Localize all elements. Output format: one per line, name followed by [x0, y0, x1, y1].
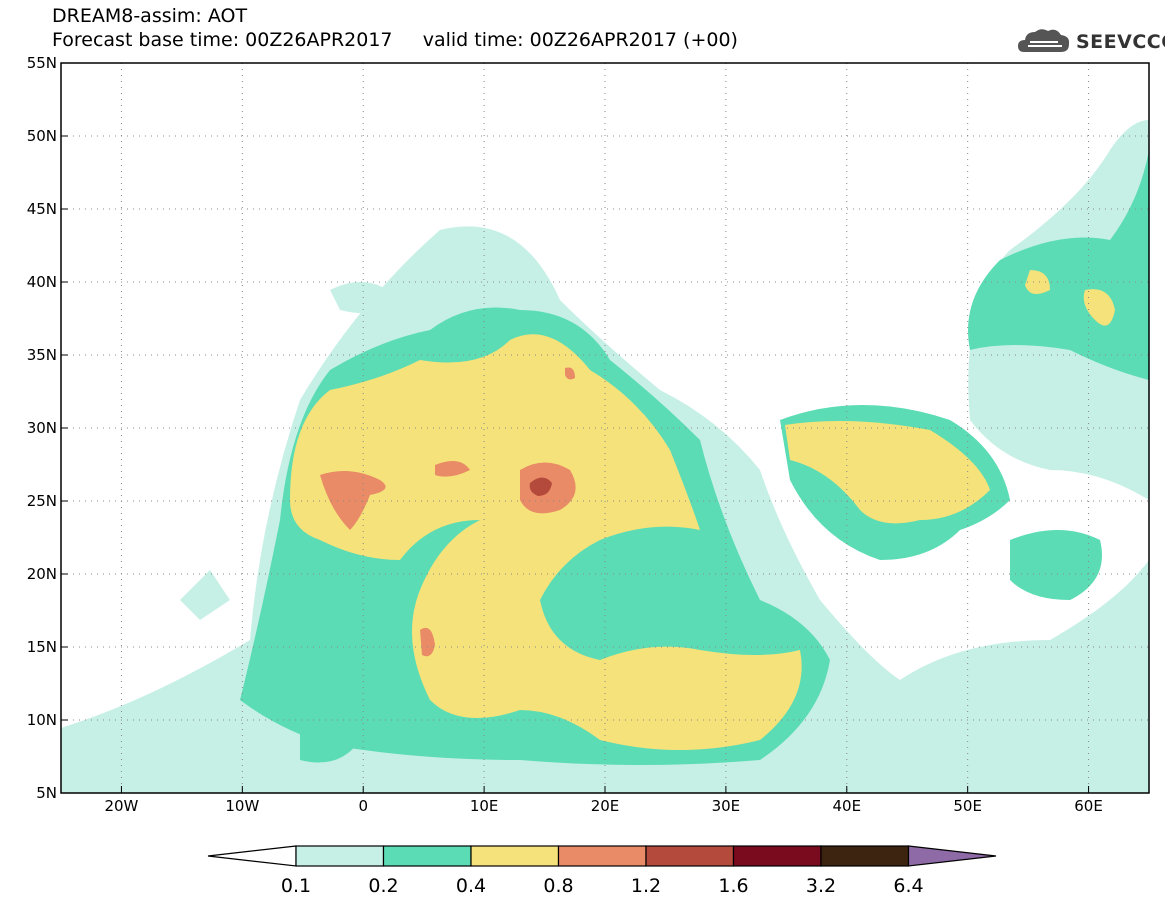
colorbar-level-label: 3.2 [806, 875, 836, 897]
lat-label: 20N [27, 565, 57, 583]
lon-label: 10W [225, 797, 259, 815]
lon-label: 20W [104, 797, 138, 815]
colorbar-level-label: 0.2 [368, 875, 398, 897]
lon-label: 0 [358, 797, 368, 815]
colorbar-level-label: 1.2 [631, 875, 661, 897]
colorbar-swatch [732, 845, 822, 867]
aot-contours [61, 120, 1149, 793]
lon-label: 50E [953, 797, 982, 815]
colorbar-swatch [382, 845, 472, 867]
colorbar-swatch [820, 845, 910, 867]
colorbar-level-label: 0.1 [281, 875, 311, 897]
colorbar-under-arrow [207, 845, 297, 867]
lon-label: 20E [591, 797, 620, 815]
colorbar-swatch [295, 845, 385, 867]
lon-label: 40E [832, 797, 861, 815]
colorbar-level-label: 1.6 [718, 875, 748, 897]
colorbar-swatch [470, 845, 560, 867]
logo-text: SEEVCCC [1076, 31, 1165, 53]
longitude-labels: 20W 10W 0 10E 20E 30E 40E 50E 60E [104, 786, 1103, 815]
lon-label: 30E [712, 797, 741, 815]
lon-label: 10E [470, 797, 499, 815]
latitude-labels: 55N 50N 45N 40N 35N 30N 25N 20N 15N 10N 5N [27, 54, 68, 802]
cloud-logo-icon [1018, 29, 1070, 52]
colorbar-level-label: 0.8 [543, 875, 573, 897]
colorbar-swatch [645, 845, 735, 867]
lat-label: 25N [27, 492, 57, 510]
aot-band-0.4-0.8 [290, 270, 1115, 750]
graticule [61, 63, 1149, 793]
lat-label: 55N [27, 54, 57, 72]
aot-band-0.8-1.2 [320, 367, 576, 657]
colorbar: 0.1 0.2 0.4 0.8 1.2 1.6 3.2 6.4 [207, 845, 997, 897]
lat-label: 50N [27, 127, 57, 145]
lat-label: 35N [27, 346, 57, 364]
lon-label: 60E [1074, 797, 1103, 815]
lat-label: 40N [27, 273, 57, 291]
chart-title: DREAM8-assim: AOT [52, 5, 248, 27]
lat-label: 30N [27, 419, 57, 437]
colorbar-over-arrow [907, 845, 997, 867]
colorbar-swatch [557, 845, 647, 867]
lat-label: 5N [36, 784, 57, 802]
lat-label: 15N [27, 638, 57, 656]
forecast-time-line: Forecast base time: 00Z26APR2017 valid t… [52, 29, 738, 51]
lat-label: 45N [27, 200, 57, 218]
colorbar-level-label: 6.4 [893, 875, 923, 897]
lat-label: 10N [27, 711, 57, 729]
seevccc-logo: SEEVCCC [1016, 24, 1165, 58]
aot-band-1.2-1.6 [529, 477, 552, 496]
colorbar-level-label: 0.4 [456, 875, 486, 897]
